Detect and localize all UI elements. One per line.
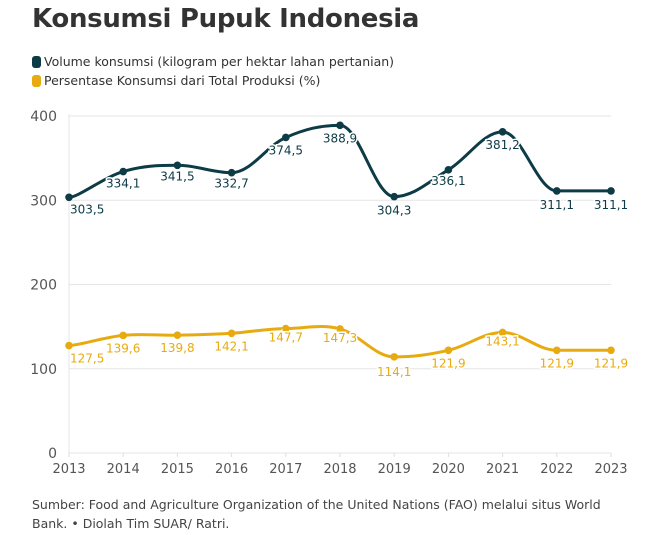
data-label: 311,1 [540, 198, 574, 212]
legend: Volume konsumsi (kilogram per hektar lah… [32, 52, 394, 90]
source-note: Sumber: Food and Agriculture Organizatio… [32, 497, 601, 531]
data-point [553, 187, 561, 195]
x-tick-label: 2019 [378, 462, 411, 477]
x-tick-label: 2013 [52, 462, 85, 477]
x-tick-label: 2016 [215, 462, 248, 477]
data-point [65, 193, 73, 202]
data-point [607, 346, 615, 355]
data-point [173, 331, 182, 340]
data-label: 121,9 [594, 356, 628, 370]
legend-swatch-volume [32, 55, 41, 68]
data-label: 127,5 [70, 352, 104, 366]
data-label: 147,3 [323, 331, 357, 345]
data-label: 388,9 [323, 131, 357, 145]
data-label: 336,1 [431, 174, 465, 188]
data-label: 304,3 [377, 204, 411, 218]
data-point [498, 328, 507, 337]
y-tick-label: 200 [30, 278, 57, 294]
x-tick-label: 2020 [432, 462, 465, 477]
data-label: 121,9 [431, 356, 465, 370]
data-label: 139,8 [160, 341, 194, 355]
legend-item-persentase: Persentase Konsumsi dari Total Produksi … [32, 71, 394, 90]
y-tick-label: 300 [30, 193, 57, 209]
data-label: 374,5 [269, 143, 303, 157]
data-label: 114,1 [377, 365, 411, 379]
x-tick-label: 2022 [540, 462, 573, 477]
data-label: 142,1 [214, 339, 248, 353]
data-label: 139,6 [106, 341, 140, 355]
data-point [444, 166, 453, 174]
legend-label-volume: Volume konsumsi (kilogram per hektar lah… [44, 54, 395, 69]
data-label: 334,1 [106, 177, 140, 191]
x-tick-label: 2021 [486, 462, 519, 477]
data-label: 303,5 [70, 202, 104, 216]
series-line-0 [67, 123, 613, 199]
x-tick-label: 2018 [323, 462, 356, 477]
data-label: 332,7 [214, 177, 248, 191]
data-label: 341,5 [160, 169, 194, 183]
x-tick-label: 2014 [107, 462, 140, 477]
data-point [282, 324, 290, 333]
x-tick-label: 2015 [161, 462, 194, 477]
data-point [173, 161, 182, 170]
data-point [227, 168, 236, 177]
y-tick-label: 400 [30, 109, 57, 125]
data-point [227, 329, 236, 338]
data-point [390, 353, 399, 361]
legend-label-persentase: Persentase Konsumsi dari Total Produksi … [44, 73, 321, 88]
legend-swatch-persentase [32, 74, 41, 87]
data-point [553, 346, 561, 355]
data-label: 143,1 [485, 334, 519, 348]
data-point [444, 346, 453, 355]
data-label: 121,9 [540, 356, 574, 370]
data-point [336, 121, 344, 130]
chart-title: Konsumsi Pupuk Indonesia [32, 4, 420, 34]
data-point [119, 167, 127, 176]
data-point [336, 325, 344, 333]
x-tick-label: 2023 [594, 462, 627, 477]
y-tick-label: 100 [30, 362, 57, 378]
data-point [65, 341, 73, 350]
x-tick-label: 2017 [269, 462, 302, 477]
data-point [607, 187, 615, 195]
data-point [498, 128, 507, 136]
data-label: 147,7 [269, 331, 303, 345]
data-label: 381,2 [485, 138, 519, 152]
data-label: 311,1 [594, 198, 628, 212]
y-tick-label: 0 [48, 446, 57, 462]
data-point [390, 192, 399, 201]
data-point [282, 133, 290, 142]
legend-item-volume: Volume konsumsi (kilogram per hektar lah… [32, 52, 394, 71]
data-point [119, 331, 127, 340]
